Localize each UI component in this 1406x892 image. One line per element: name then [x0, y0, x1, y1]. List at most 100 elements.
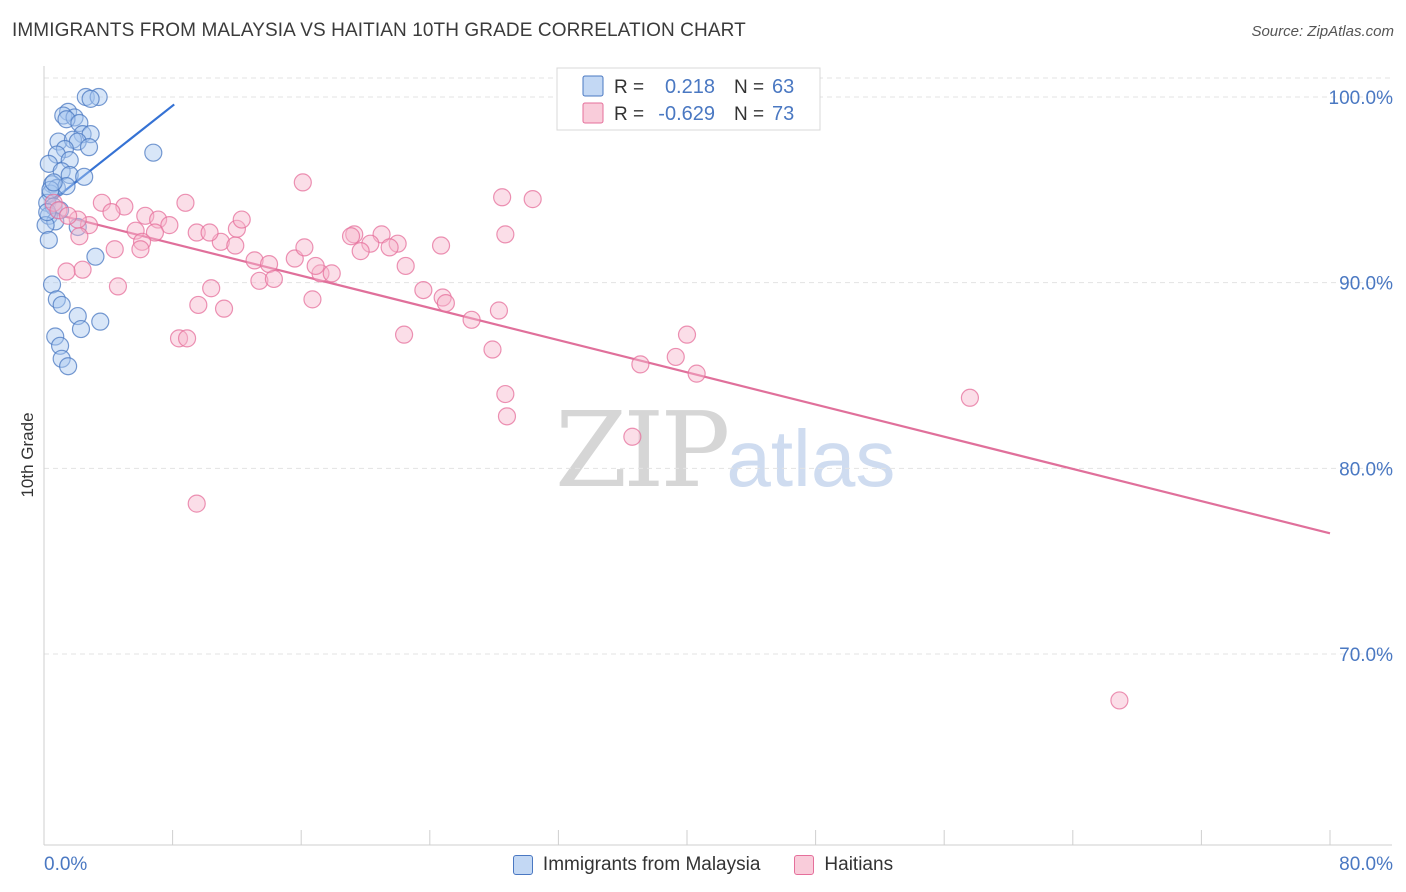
haitians-point-59 [631, 355, 650, 374]
legend-label-haitians: Haitians [824, 854, 894, 875]
malaysia-point-16 [144, 143, 163, 162]
haitians-point-19 [131, 240, 150, 259]
malaysia-point-30 [36, 216, 55, 235]
malaysia-point-32 [39, 230, 58, 250]
legend-swatch-haitians [794, 855, 815, 875]
stats-legend-swatch-malaysia [582, 75, 604, 97]
haitians-point-25 [295, 238, 314, 257]
legend-label-malaysia: Immigrants from Malaysia [542, 854, 761, 875]
haitians-point-67 [960, 388, 980, 407]
haitians-point-58 [677, 325, 697, 344]
haitians-point-33 [396, 256, 415, 276]
stats-legend-r-value-haitians: -0.629 [658, 103, 715, 125]
malaysia-point-7 [70, 113, 89, 133]
malaysia-point-20 [60, 165, 79, 185]
haitians-point-42 [433, 288, 452, 307]
legend-item-malaysia[interactable]: Immigrants from Malaysia [512, 854, 761, 876]
haitians-point-5 [176, 193, 195, 212]
tick-labels: 100.0% 90.0% 80.0% 70.0% 0.0% 80.0% [44, 88, 1393, 875]
malaysia-point-45 [38, 203, 57, 222]
stats-legend-r-value-malaysia: 0.218 [665, 76, 715, 98]
y-tick-label-90: 90.0% [1339, 274, 1393, 295]
stats-legend-n-label-malaysia: N = [734, 77, 764, 98]
haitians-point-61 [687, 364, 706, 383]
data-points [36, 87, 1129, 710]
haitians-point-30 [341, 227, 361, 246]
stats-legend-swatch-haitians [582, 102, 604, 124]
haitians-point-2 [49, 201, 68, 220]
malaysia-point-10 [49, 132, 68, 151]
haitians-point-13 [187, 223, 206, 242]
stats-legend-r-label-haitians: R = [614, 104, 644, 125]
haitians-point-36 [264, 269, 283, 289]
malaysia-point-38 [91, 312, 110, 331]
malaysia-point-39 [71, 319, 91, 339]
haitians-point-71 [68, 210, 87, 229]
haitians-point-60 [666, 347, 685, 367]
stats-legend-n-value-malaysia: 63 [772, 76, 794, 98]
legend-item-haitians[interactable]: Haitians [794, 854, 893, 876]
haitians-point-56 [293, 173, 312, 192]
haitians-point-46 [394, 325, 414, 344]
malaysia-point-21 [75, 167, 94, 186]
stats-legend: R = 0.218 N = 63 R = -0.629 N = 73 [556, 67, 821, 131]
haitians-point-50 [73, 260, 92, 279]
stats-legend-n-label-haitians: N = [734, 104, 764, 125]
haitians-point-64 [496, 384, 515, 404]
haitians-point-18 [105, 240, 124, 259]
y-tick-label-70: 70.0% [1339, 645, 1393, 666]
stats-legend-n-value-haitians: 73 [772, 103, 794, 125]
haitians-point-11 [145, 223, 165, 242]
chart-source: Source: ZipAtlas.com [1251, 23, 1394, 40]
haitians-point-40 [306, 256, 325, 276]
malaysia-point-14 [79, 138, 99, 157]
haitians-point-52 [57, 262, 76, 281]
trend-lines [46, 103, 1331, 535]
grid-lines [44, 77, 1392, 655]
haitians-point-41 [351, 242, 370, 261]
legend-swatch-malaysia [512, 855, 533, 875]
haitians-point-66 [623, 427, 642, 446]
haitians-point-62 [489, 301, 509, 320]
haitians-point-54 [523, 190, 542, 209]
y-tick-label-100: 100.0% [1329, 88, 1394, 109]
malaysia-trend-line [46, 103, 175, 206]
haitians-point-32 [380, 238, 399, 257]
haitians-point-20 [70, 227, 89, 246]
haitians-point-44 [462, 310, 481, 329]
haitians-point-38 [189, 295, 208, 315]
haitians-point-21 [226, 236, 245, 255]
haitians-point-55 [493, 188, 512, 207]
haitians-point-53 [496, 225, 515, 244]
malaysia-point-35 [47, 290, 66, 309]
x-tick-label-80: 80.0% [1339, 854, 1393, 875]
haitians-point-3 [92, 193, 111, 212]
haitians-point-63 [414, 280, 433, 300]
stats-legend-r-label-malaysia: R = [614, 77, 644, 98]
haitians-point-69 [187, 494, 206, 513]
haitians-point-49 [108, 277, 128, 296]
haitians-point-48 [177, 329, 197, 348]
haitians-point-22 [245, 251, 264, 270]
haitians-point-51 [322, 264, 341, 283]
haitians-point-10 [160, 216, 179, 235]
haitians-point-27 [345, 225, 364, 244]
malaysia-point-33 [86, 247, 105, 266]
haitians-point-39 [214, 299, 234, 318]
haitians-point-57 [431, 236, 451, 255]
haitians-point-34 [303, 290, 322, 309]
y-tick-label-80: 80.0% [1339, 459, 1393, 480]
series-legend: Immigrants from Malaysia Haitians [0, 850, 1406, 880]
malaysia-point-40 [46, 327, 65, 346]
malaysia-point-47 [44, 173, 63, 192]
haitians-point-17 [132, 232, 152, 251]
haitians-point-31 [361, 234, 380, 253]
malaysia-point-2 [81, 89, 100, 108]
malaysia-point-42 [52, 349, 71, 368]
haitians-point-43 [436, 293, 455, 313]
x-tick-label-0: 0.0% [44, 854, 87, 875]
haitians-point-6 [102, 203, 121, 222]
haitians-point-12 [126, 221, 145, 240]
haitians-point-15 [232, 210, 251, 229]
